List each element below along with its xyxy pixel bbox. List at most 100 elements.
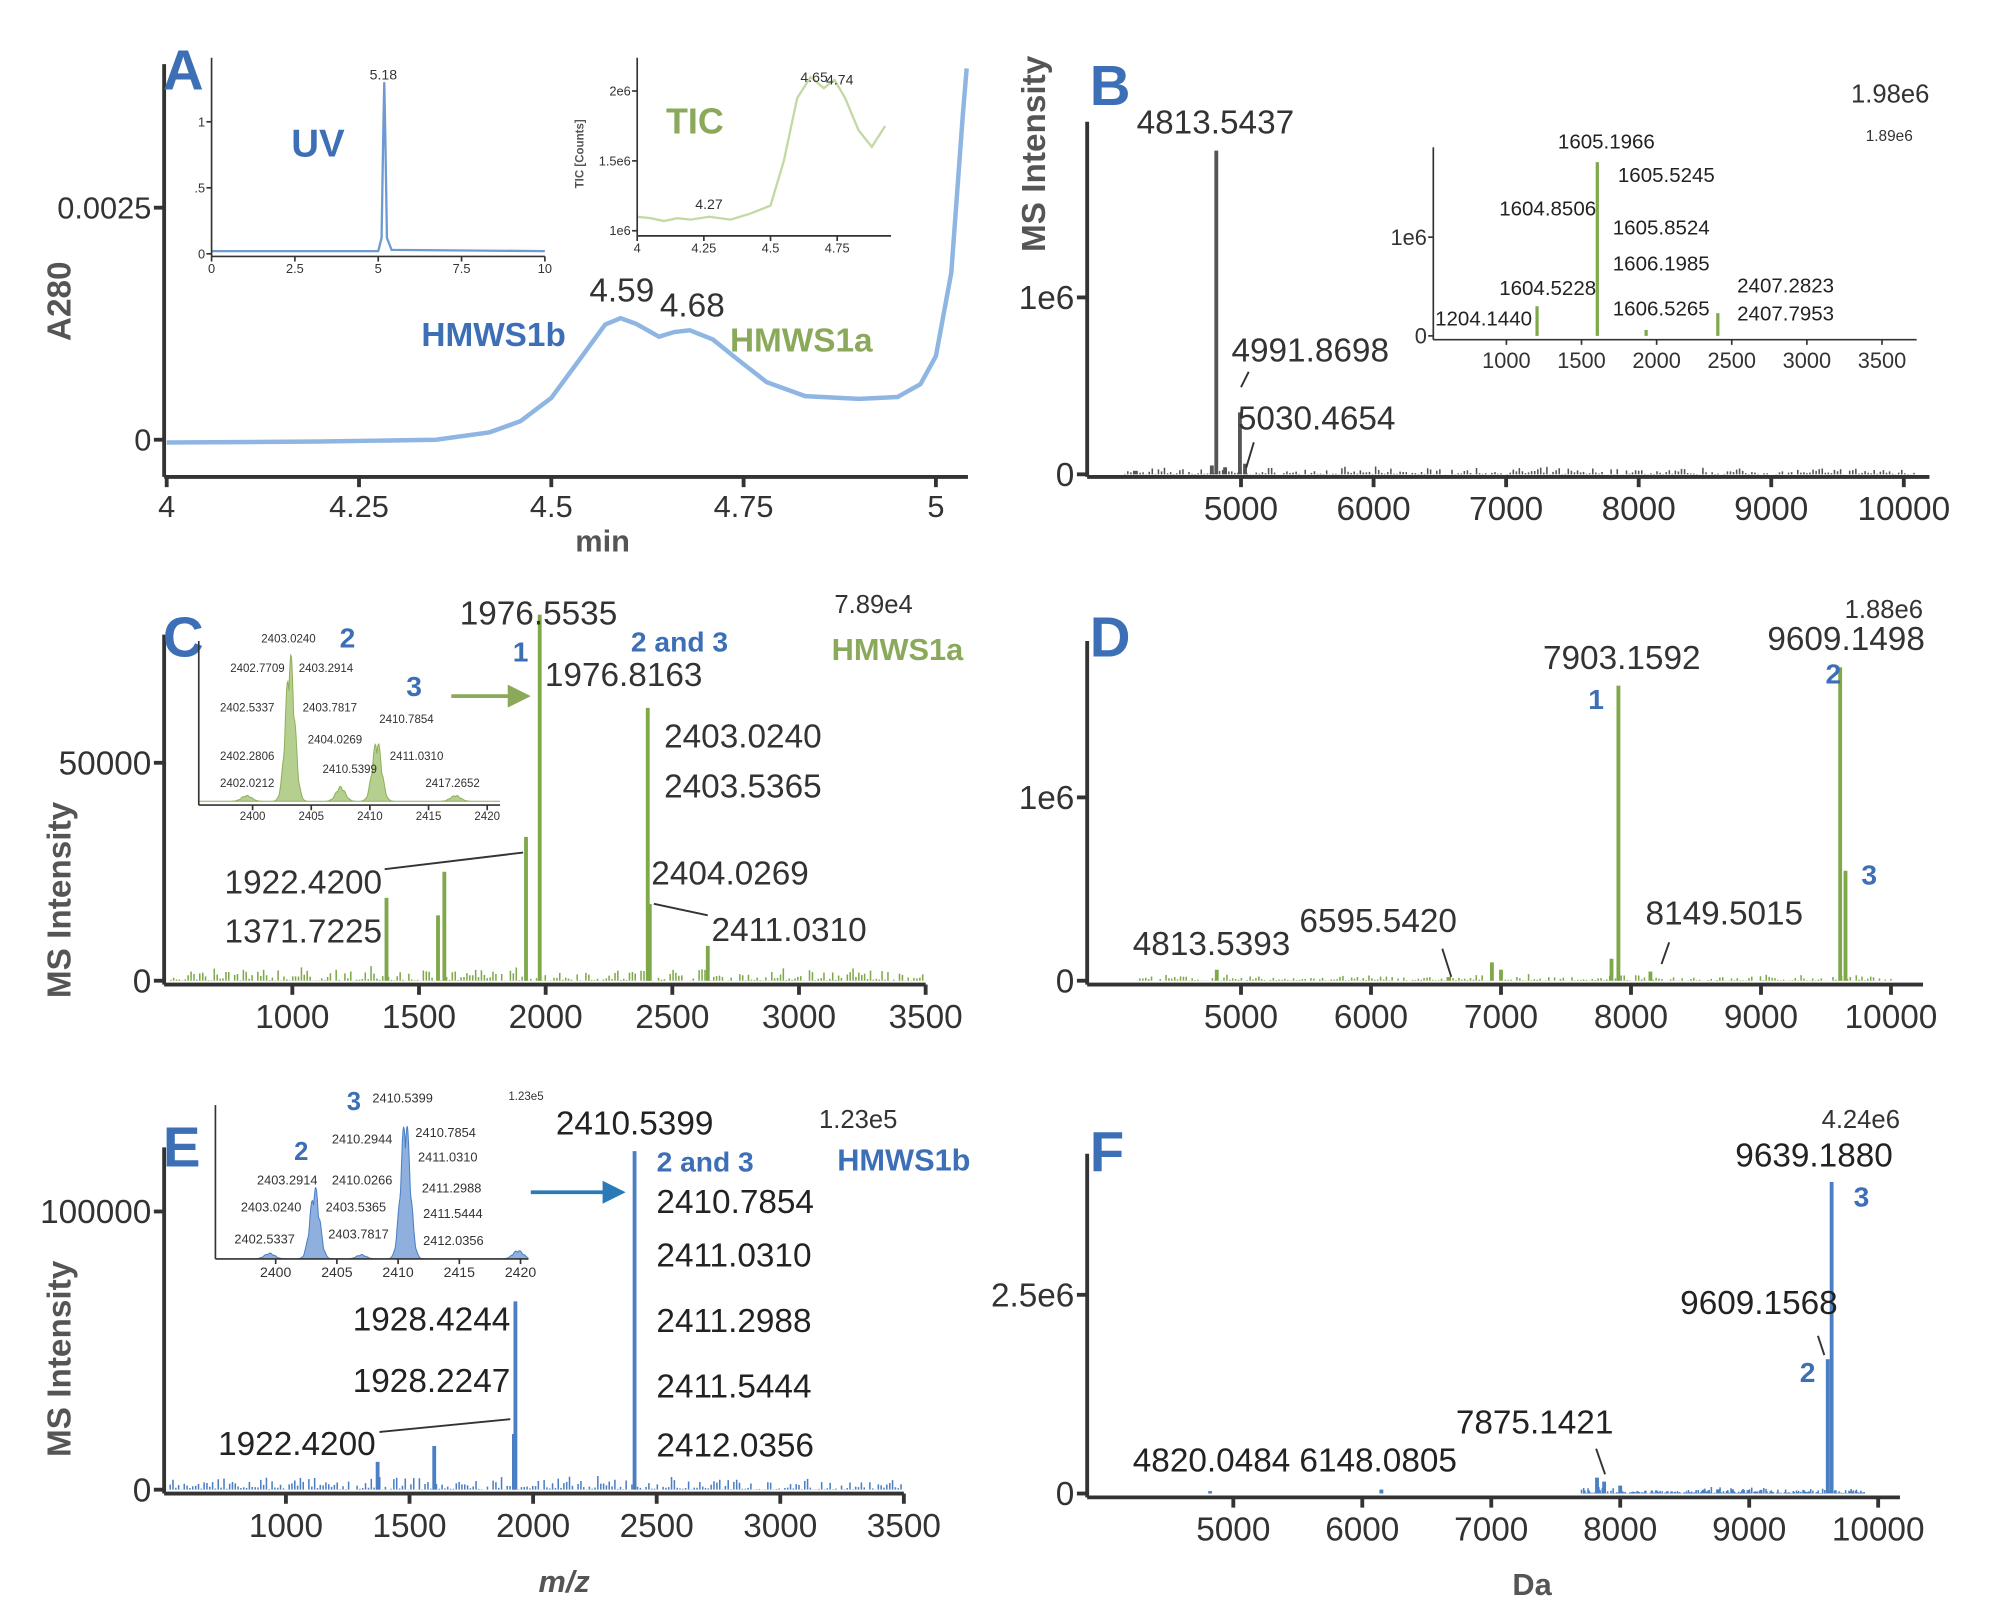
x-tick-label: 2000	[1632, 348, 1680, 373]
peak-annotation: 3	[347, 1088, 361, 1116]
arrow-head-icon	[602, 1180, 626, 1204]
x-tick-label: 8000	[1583, 1512, 1657, 1549]
peak-annotation: 1976.5535	[460, 595, 618, 632]
trace-line	[211, 82, 545, 253]
x-tick-label: 4.75	[714, 489, 774, 524]
peak-annotation: 2402.5337	[220, 703, 274, 715]
peak-annotation: 2403.0240	[261, 633, 315, 645]
peak-annotation: 2403.0240	[241, 1199, 302, 1214]
peak-annotation: 2403.7817	[328, 1226, 389, 1241]
scale-max-label: 1.23e5	[819, 1106, 897, 1134]
chart-c	[153, 614, 928, 995]
leader-line	[1660, 941, 1671, 965]
peak-annotation: TIC	[666, 101, 724, 141]
x-tick-label: 4	[158, 489, 175, 524]
x-tick-label: 7000	[1454, 1512, 1528, 1549]
leader-line	[1816, 1335, 1826, 1356]
peak-annotation: 2417.2652	[425, 778, 479, 790]
x-tick-label: 9000	[1724, 999, 1798, 1036]
x-tick-label: 4.5	[530, 489, 573, 524]
peak-annotation: 4820.0484	[1133, 1443, 1291, 1480]
peak-annotation: 2411.2988	[422, 1180, 482, 1195]
species-label: HMWS1b	[837, 1142, 970, 1177]
peak-annotation: 2412.0356	[423, 1233, 484, 1248]
chart-a-inset-tic	[632, 57, 892, 242]
peak-annotation: 2411.2988	[656, 1303, 811, 1340]
x-axis-label: min	[575, 523, 630, 558]
x-tick-label: 5000	[1204, 999, 1278, 1036]
peak-annotation: 1922.4200	[218, 1426, 376, 1463]
peak-annotation: 2404.0269	[308, 735, 362, 747]
y-tick-label: 1e6	[1391, 225, 1427, 250]
panel-letter: B	[1090, 54, 1131, 117]
y-tick-label: 50000	[59, 745, 152, 782]
peak-annotation: 4991.8698	[1231, 333, 1389, 370]
peak-annotation: 2 and 3	[657, 1146, 754, 1178]
y-tick-label: 2e6	[609, 84, 630, 99]
peak-annotation: 2410.5399	[556, 1106, 714, 1143]
scale-max-label: 1.89e6	[1866, 128, 1913, 145]
x-tick-label: 10000	[1832, 1512, 1925, 1549]
peak-annotation: 2410.2944	[332, 1132, 393, 1147]
y-tick-label: 1	[198, 114, 205, 129]
peak-annotation: 7903.1592	[1543, 640, 1701, 677]
x-tick-label: 3500	[1858, 348, 1906, 373]
y-axis-label: MS Intensity	[42, 1260, 79, 1457]
trace-line	[166, 68, 969, 445]
x-tick-label: 10000	[1857, 491, 1950, 528]
x-tick-label: 5000	[1196, 1512, 1270, 1549]
peak-annotation: 1928.4244	[353, 1302, 511, 1339]
x-tick-label: 1500	[382, 999, 456, 1036]
y-axis-label: TIC [Counts]	[574, 119, 586, 188]
x-tick-label: 2400	[260, 1264, 292, 1280]
peak-annotation: 1605.5245	[1618, 164, 1715, 187]
chart-a	[153, 64, 969, 488]
x-tick-label: 5000	[1204, 491, 1278, 528]
panel-letter: E	[163, 1116, 201, 1179]
arrow-head-icon	[507, 684, 531, 708]
leader-line	[384, 851, 524, 871]
chart-e-inset	[214, 1105, 529, 1265]
peak-annotation: 2411.0310	[712, 912, 867, 949]
species-label: HMWS1a	[832, 632, 964, 667]
peak-annotation: HMWS1b	[421, 317, 565, 354]
peak-annotation: 9639.1880	[1735, 1138, 1893, 1175]
x-axis-label: Da	[1512, 1567, 1552, 1602]
x-tick-label: 2500	[1708, 348, 1756, 373]
x-tick-label: 2500	[620, 1508, 694, 1545]
peak-annotation: 1976.8163	[545, 657, 703, 694]
chart-c-inset	[197, 640, 501, 811]
peak-annotation: 2	[1800, 1356, 1816, 1388]
peak-annotation: 3	[406, 670, 422, 702]
y-tick-label: 1e6	[1019, 280, 1075, 317]
x-tick-label: 8000	[1594, 999, 1668, 1036]
chart-b	[1076, 121, 1930, 488]
x-tick-label: 1000	[255, 999, 329, 1036]
peak-annotation: 7875.1421	[1456, 1404, 1614, 1441]
peak-annotation: 2403.5365	[326, 1199, 387, 1214]
peak-annotation: 2410.0266	[332, 1173, 393, 1188]
peak-annotation: 2402.2806	[220, 751, 274, 763]
peak-annotation: 9609.1498	[1767, 621, 1925, 658]
peak-annotation: 2	[294, 1138, 308, 1166]
y-tick-label: 0	[133, 963, 152, 1000]
peak-annotation: 1204.1440	[1435, 308, 1532, 331]
x-tick-label: 2420	[474, 811, 500, 823]
x-tick-label: 6000	[1325, 1512, 1399, 1549]
y-tick-label: .5	[194, 180, 205, 195]
baseline-noise	[1123, 466, 1915, 475]
peak-annotation: 2403.2914	[257, 1173, 318, 1188]
y-tick-label: 0	[1056, 1476, 1075, 1513]
x-tick-label: 2410	[382, 1264, 414, 1280]
y-axis-label: MS Intensity	[1016, 55, 1053, 252]
x-tick-label: 3500	[889, 999, 963, 1036]
peak-annotation: 1	[1588, 683, 1604, 715]
peak-annotation: 2407.2823	[1737, 274, 1834, 297]
x-tick-label: 2500	[635, 999, 709, 1036]
peak-annotation: 3	[1854, 1180, 1870, 1212]
peak-annotation: 1	[513, 636, 529, 668]
x-tick-label: 2420	[505, 1264, 537, 1280]
x-tick-label: 1500	[372, 1508, 446, 1545]
leader-line	[653, 902, 708, 917]
